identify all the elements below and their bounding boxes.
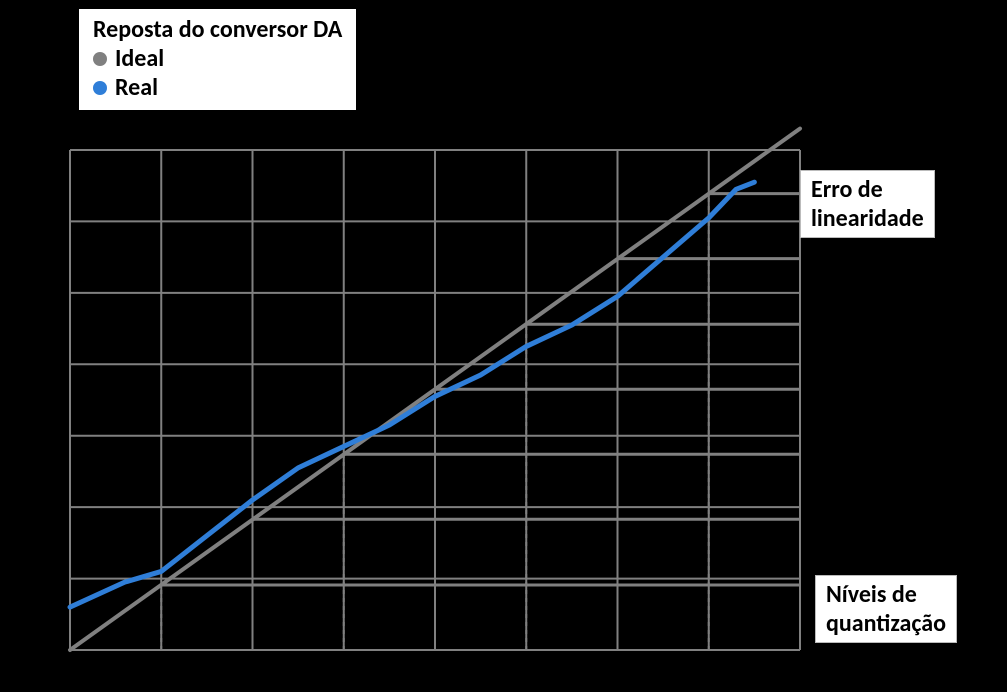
legend-label-real: Real [115, 73, 158, 102]
label-quantization-levels: Níveis de quantização [815, 575, 957, 643]
legend-bullet-real [93, 81, 107, 95]
legend-item-real: Real [93, 73, 342, 102]
label-error-l1: Erro de [811, 175, 924, 204]
legend-bullet-ideal [93, 52, 107, 66]
label-linearity-error: Erro de linearidade [800, 170, 935, 238]
label-error-l2: linearidade [811, 204, 924, 233]
legend-title: Reposta do conversor DA [93, 15, 342, 44]
chart-stage: Reposta do conversor DA Ideal Real Erro … [0, 0, 1007, 692]
legend-box: Reposta do conversor DA Ideal Real [78, 8, 357, 111]
label-xaxis-l1: Níveis de [826, 580, 946, 609]
legend-label-ideal: Ideal [115, 44, 164, 73]
step-refs [161, 194, 800, 650]
label-xaxis-l2: quantização [826, 609, 946, 638]
legend-item-ideal: Ideal [93, 44, 342, 73]
real-curve [70, 182, 754, 607]
